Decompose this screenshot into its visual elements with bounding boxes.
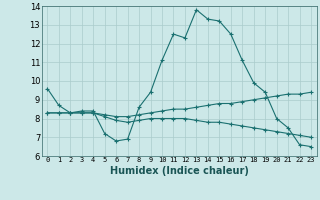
X-axis label: Humidex (Indice chaleur): Humidex (Indice chaleur) xyxy=(110,166,249,176)
